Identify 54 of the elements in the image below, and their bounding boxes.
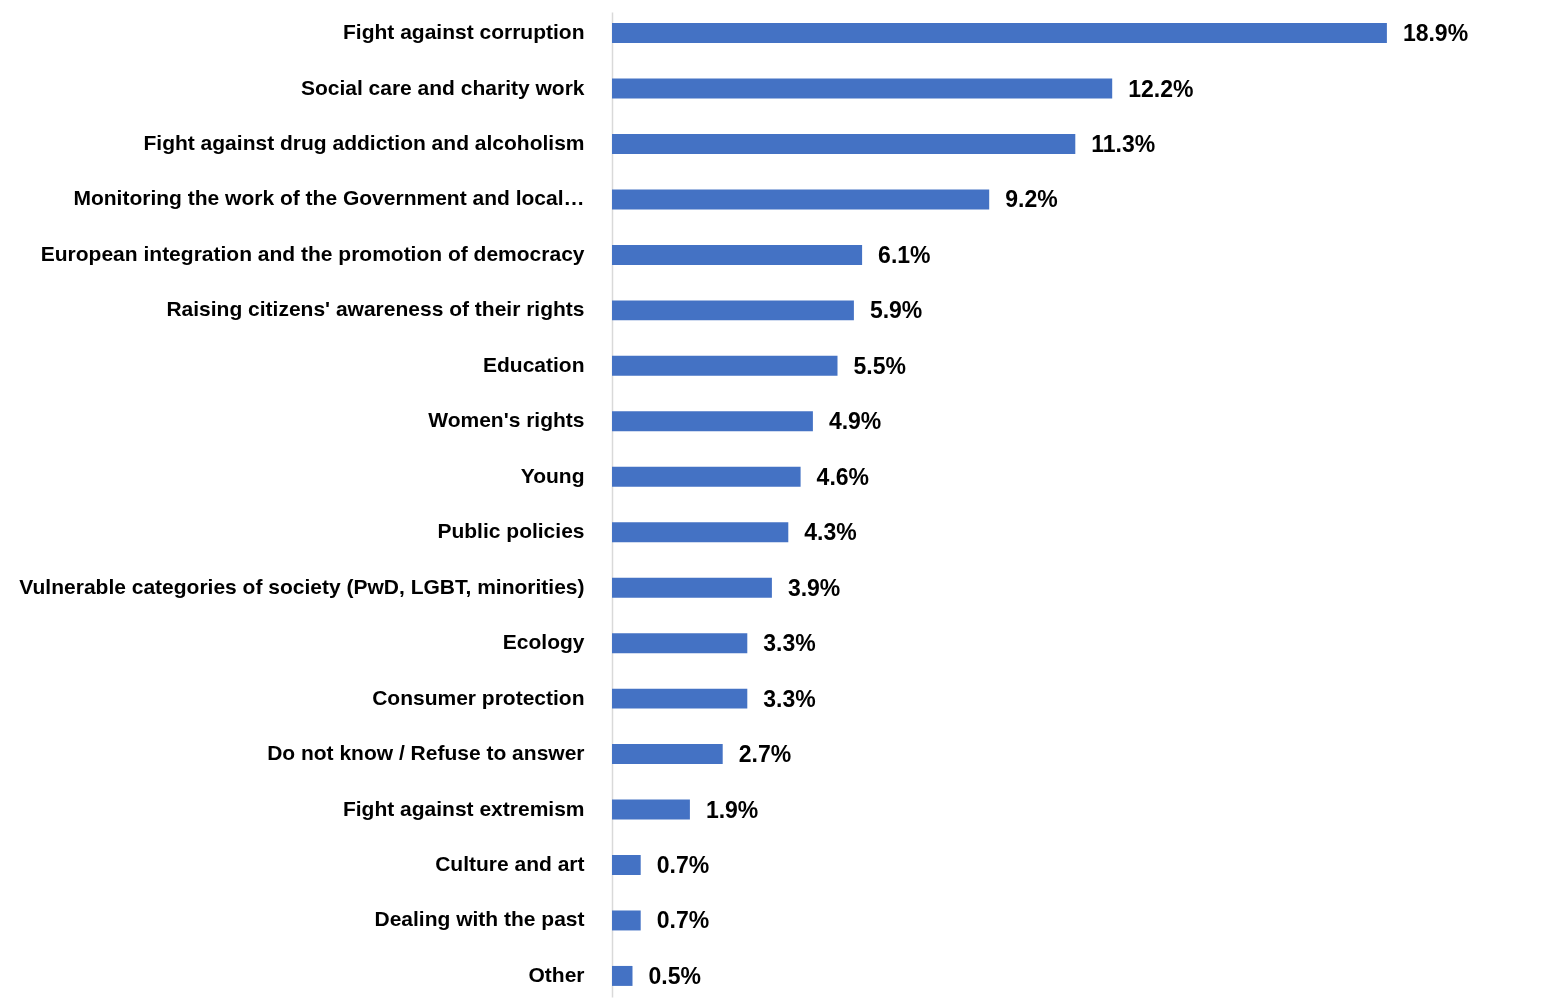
bar [612, 522, 789, 543]
data-label: 9.2% [1005, 186, 1058, 213]
y-tick-label: Other [528, 962, 585, 986]
data-label: 5.5% [853, 352, 906, 379]
data-label: 3.9% [787, 574, 841, 601]
data-label: 6.1% [878, 241, 931, 268]
bar [612, 910, 641, 931]
bar [612, 466, 801, 487]
data-label: 3.3% [763, 630, 816, 657]
bar [612, 411, 813, 432]
y-tick-label: Fight against drug addiction and alcoholism [143, 131, 585, 154]
y-tick-label: Social care and charity work [300, 75, 585, 99]
data-label: 12.2% [1128, 75, 1194, 102]
data-label: 0.5% [648, 962, 701, 989]
y-tick-label: Education [482, 352, 585, 376]
data-label: 4.9% [828, 408, 882, 435]
bar [612, 244, 863, 265]
bar [612, 355, 838, 376]
data-label: 4.3% [804, 519, 857, 546]
bar [612, 78, 1113, 99]
y-tick-label: Do not know / Refuse to answer [267, 741, 585, 765]
data-label: 18.9% [1402, 20, 1469, 47]
y-tick-label: Young [520, 463, 585, 487]
bar [612, 633, 748, 654]
y-tick-label: Public policies [437, 519, 585, 543]
y-tick-label: Monitoring the work of the Government and local… [73, 186, 585, 210]
y-tick-label: Ecology [502, 630, 585, 654]
data-label: 2.7% [738, 741, 792, 768]
data-label: 1.9% [705, 796, 759, 823]
y-tick-label: Culture and art [435, 852, 585, 875]
bar [612, 855, 641, 875]
bar [612, 23, 1387, 44]
bar [612, 688, 748, 709]
bar [612, 965, 633, 986]
data-label: 5.9% [869, 297, 923, 324]
bar [612, 134, 1076, 154]
y-tick-label: Consumer protection [372, 685, 585, 709]
y-tick-label: European integration and the promotion of democracy [40, 241, 585, 265]
y-tick-label: Raising citizens' awareness of their rights [166, 297, 585, 321]
data-label: 0.7% [656, 852, 710, 878]
y-tick-label: Women's rights [428, 408, 585, 432]
bar [612, 577, 772, 598]
bar [612, 744, 723, 765]
bar [612, 189, 990, 210]
y-tick-label: Vulnerable categories of society (PwD, LGBT, minorities) [19, 574, 585, 598]
data-label: 0.7% [656, 907, 710, 934]
y-tick-label: Fight against corruption [343, 20, 585, 44]
data-label: 4.6% [816, 463, 870, 490]
bar [612, 799, 690, 820]
data-label: 3.3% [763, 685, 816, 712]
bar [612, 300, 854, 321]
data-label: 11.3% [1091, 131, 1156, 157]
y-tick-label: Dealing with the past [374, 907, 585, 931]
y-tick-label: Fight against extremism [342, 796, 585, 820]
